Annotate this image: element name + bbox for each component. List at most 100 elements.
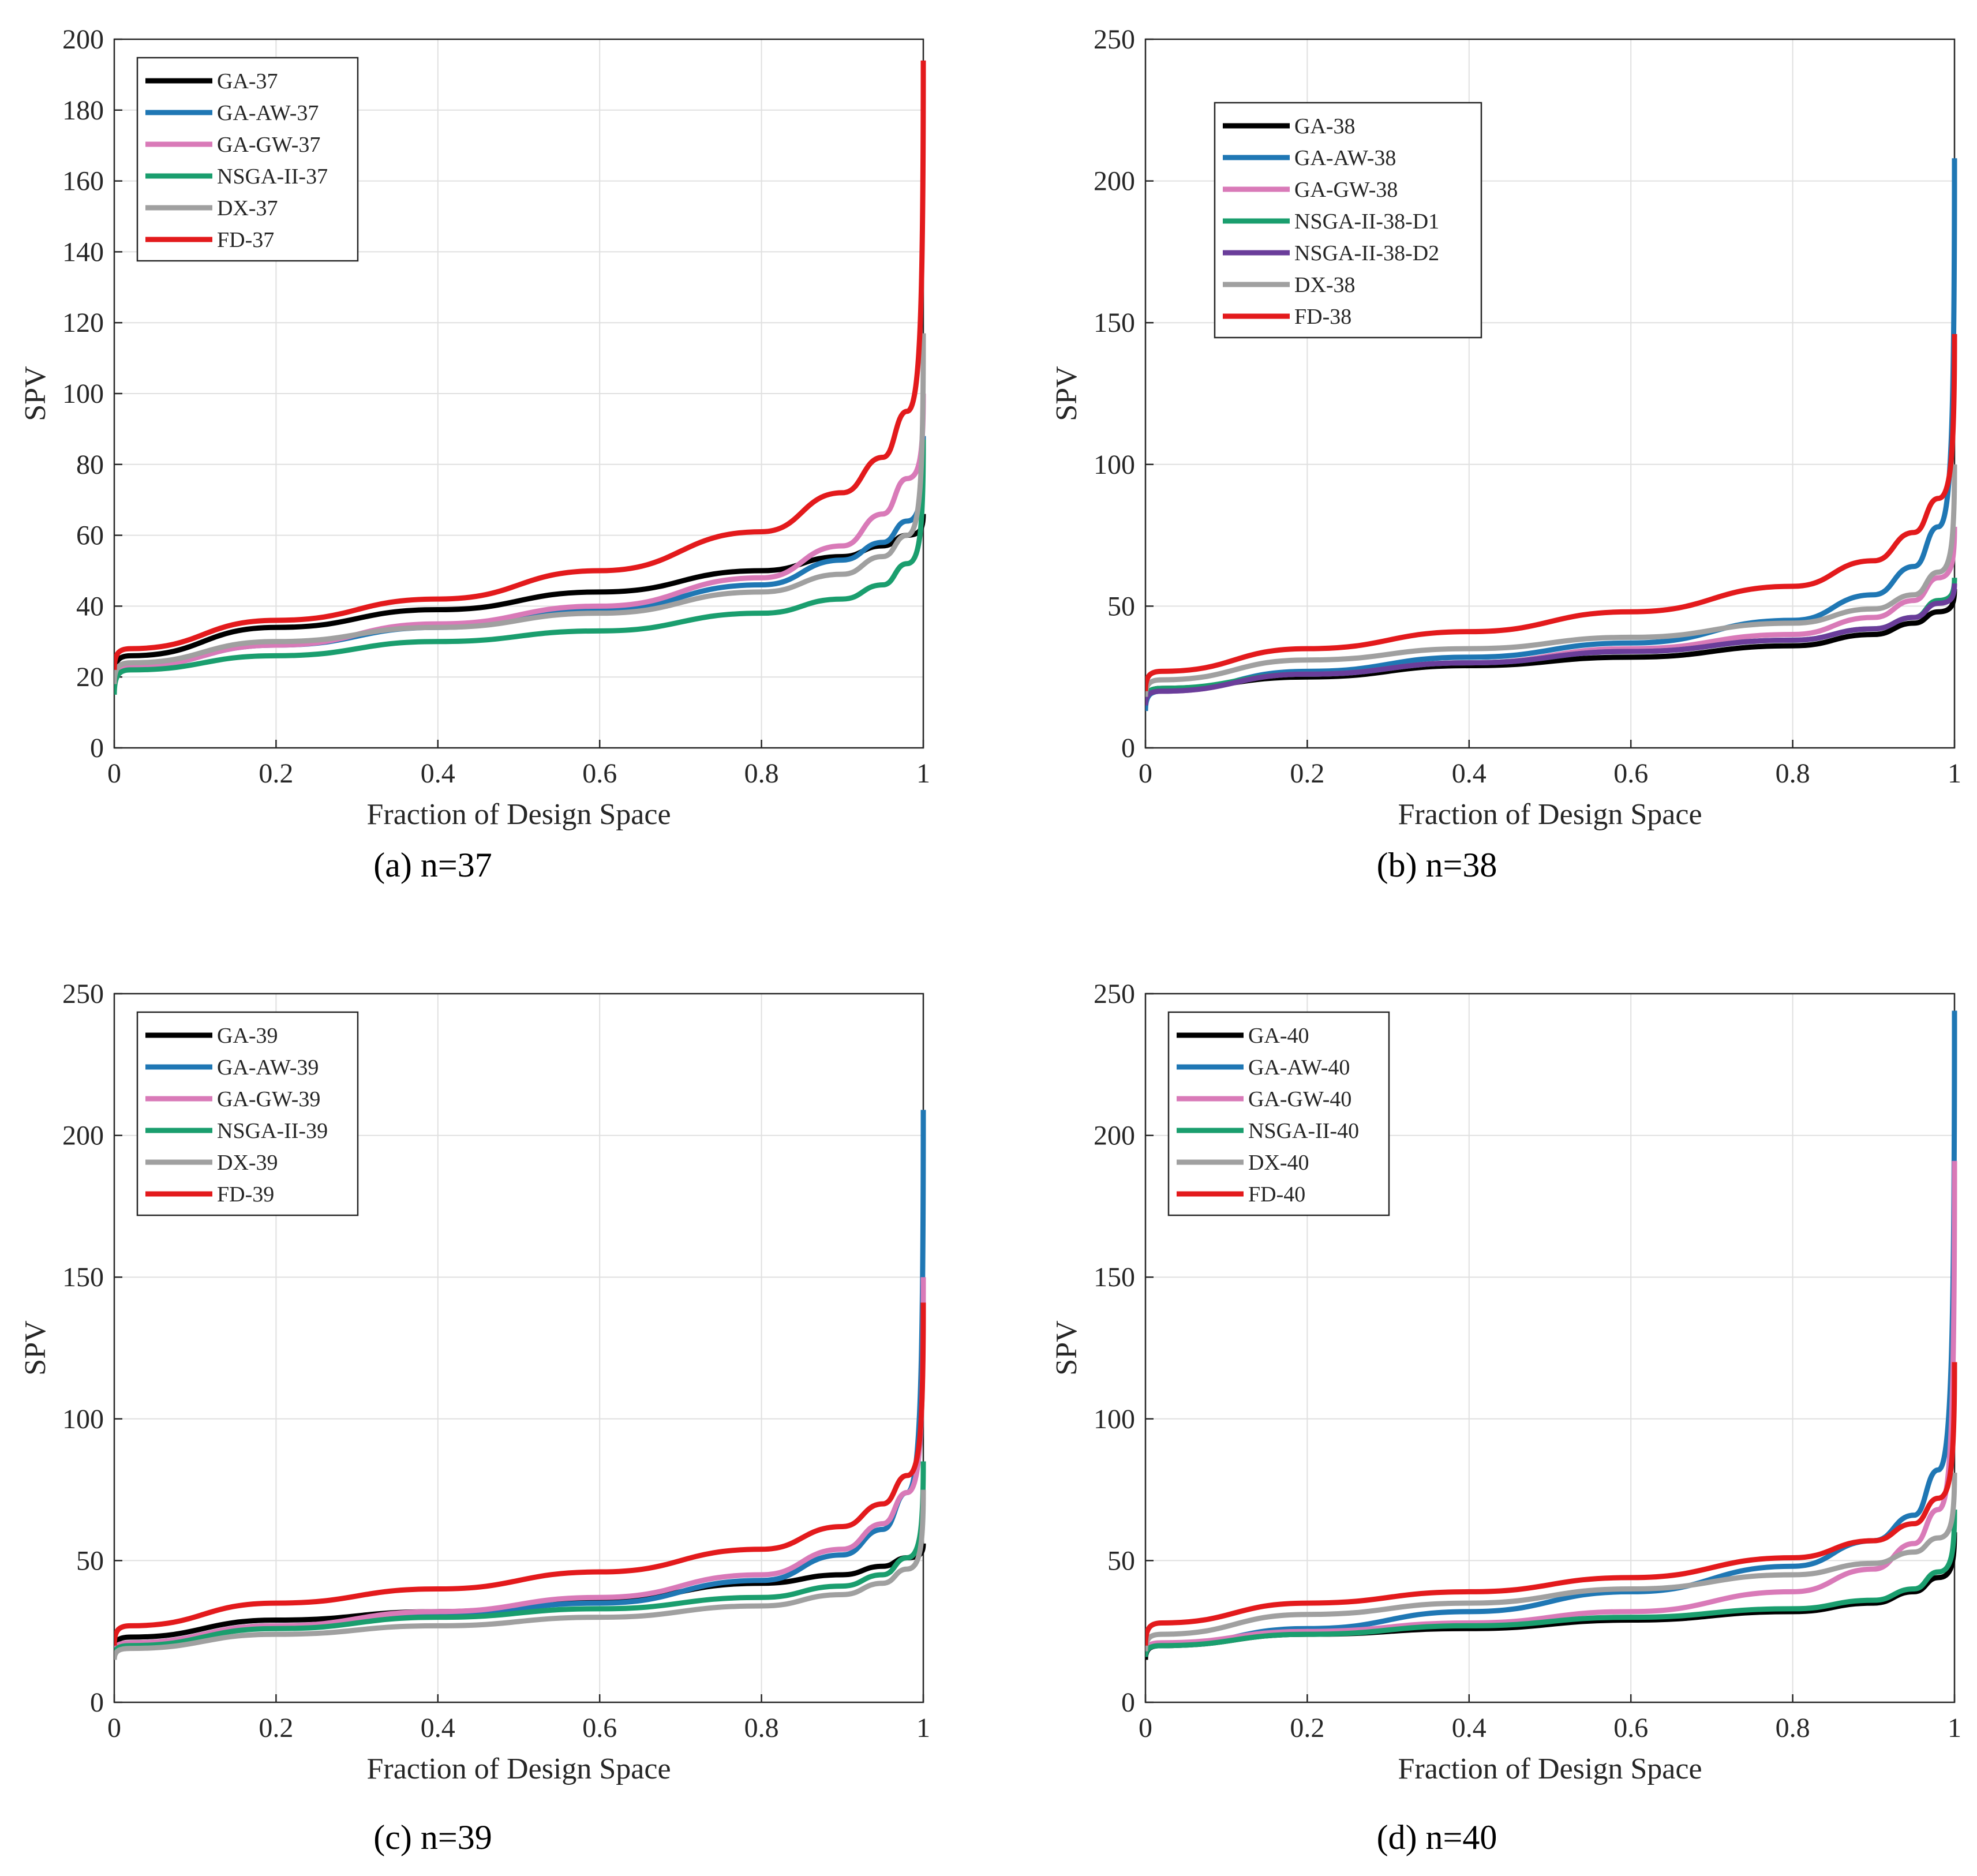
legend-label: GA-AW-37 [217, 101, 319, 125]
legend-label: FD-38 [1294, 305, 1351, 329]
x-axis-label: Fraction of Design Space [1398, 798, 1702, 831]
legend-label: GA-40 [1248, 1024, 1309, 1048]
x-tick-label: 0.6 [1613, 758, 1648, 789]
legend-label: DX-37 [217, 196, 278, 220]
legend-label: GA-GW-39 [217, 1087, 320, 1111]
y-tick-label: 100 [1094, 1404, 1135, 1435]
x-tick-label: 1 [1948, 1713, 1961, 1743]
y-tick-label: 0 [1121, 1687, 1135, 1718]
chart-d-group: 0 0.2 0.4 0.6 0.8 1 0 50 100 150 200 250 Fraction of… [1050, 979, 1961, 1785]
series-line-ga-39 [114, 1543, 926, 1652]
x-tick-label: 0.8 [744, 1713, 779, 1743]
legend-label: GA-AW-40 [1248, 1055, 1350, 1080]
series-line-fd-37 [114, 60, 926, 671]
chart-b-group: 0 0.2 0.4 0.6 0.8 1 0 50 100 150 200 250 Fraction of… [1050, 24, 1961, 831]
y-tick-label: 0 [90, 733, 104, 763]
x-tick-label: 0.6 [582, 1713, 617, 1743]
x-tick-label: 0.2 [259, 758, 293, 789]
series-line-dx-37 [114, 333, 926, 684]
x-tick-label: 0.8 [744, 758, 779, 789]
series-line-fd-39 [114, 1302, 926, 1646]
y-tick-label: 200 [1094, 1121, 1135, 1151]
y-tick-label: 100 [62, 379, 104, 409]
y-tick-label: 50 [1107, 1545, 1135, 1576]
x-tick-label: 0.2 [1290, 758, 1324, 789]
y-tick-label: 80 [76, 450, 104, 480]
series-line-ga-37 [114, 514, 926, 677]
legend-label: NSGA-II-38-D2 [1294, 241, 1439, 265]
legend-box [136, 1011, 359, 1216]
caption-a: (a) n=37 [373, 846, 492, 884]
legend-label: FD-37 [217, 228, 274, 252]
series-line-nsga-ii-39 [114, 1461, 926, 1657]
y-tick-label: 50 [76, 1545, 104, 1576]
y-tick-label: 250 [1094, 979, 1135, 1009]
x-tick-label: 0.6 [1613, 1713, 1648, 1743]
series-line-dx-40 [1145, 1473, 1957, 1652]
y-tick-label: 200 [62, 24, 104, 55]
y-tick-label: 250 [62, 979, 104, 1009]
series-line-dx-38 [1145, 464, 1957, 697]
y-tick-label: 150 [62, 1262, 104, 1293]
x-axis-label: Fraction of Design Space [366, 1753, 671, 1785]
series-line-ga-gw-40 [1145, 1160, 1957, 1654]
caption-b: (b) n=38 [1376, 846, 1497, 884]
legend-label: DX-40 [1248, 1151, 1309, 1175]
series-line-nsga-ii-40 [1145, 1509, 1957, 1657]
legend-label: GA-GW-38 [1294, 178, 1398, 202]
y-tick-label: 0 [90, 1687, 104, 1718]
x-tick-label: 0.6 [582, 758, 617, 789]
caption-c: (c) n=39 [373, 1818, 492, 1856]
chart-a-group: 0 0.2 0.4 0.6 0.8 1 0 20 40 60 80 100 120 140 160 180 20… [19, 24, 930, 831]
x-tick-label: 1 [916, 758, 930, 789]
legend-label: GA-GW-40 [1248, 1087, 1351, 1111]
y-tick-label: 60 [76, 521, 104, 551]
legend-label: NSGA-II-37 [217, 164, 328, 189]
x-tick-label: 0.2 [259, 1713, 293, 1743]
legend-label: NSGA-II-40 [1248, 1119, 1359, 1143]
y-tick-label: 20 [76, 662, 104, 692]
series-line-ga-gw-37 [114, 393, 926, 684]
legend-label: FD-39 [217, 1182, 274, 1207]
x-tick-label: 0 [107, 758, 121, 789]
series-line-ga-gw-39 [114, 1277, 926, 1654]
y-tick-label: 160 [62, 166, 104, 197]
legend-label: NSGA-II-38-D1 [1294, 209, 1439, 234]
x-tick-label: 0 [1139, 758, 1152, 789]
legend-label: DX-38 [1294, 273, 1356, 297]
y-tick-label: 100 [1094, 450, 1135, 480]
y-axis-label: SPV [1050, 366, 1083, 421]
x-tick-label: 1 [916, 1713, 930, 1743]
series-line-dx-39 [114, 1489, 926, 1660]
y-tick-label: 200 [62, 1121, 104, 1151]
y-tick-label: 150 [1094, 1262, 1135, 1293]
legend-label: GA-AW-39 [217, 1055, 319, 1080]
legend-box [136, 57, 359, 262]
legend-label: GA-38 [1294, 114, 1356, 138]
y-axis-label: SPV [19, 1320, 52, 1375]
y-tick-label: 50 [1107, 591, 1135, 621]
legend-label: GA-37 [217, 69, 278, 93]
x-tick-label: 0.2 [1290, 1713, 1324, 1743]
y-tick-label: 200 [1094, 166, 1135, 197]
legend-label: DX-39 [217, 1151, 278, 1175]
legend-label: FD-40 [1248, 1182, 1305, 1207]
legend-box [1167, 1011, 1390, 1216]
caption-d: (d) n=40 [1376, 1818, 1497, 1856]
x-tick-label: 0.4 [1452, 1713, 1487, 1743]
legend-label: GA-AW-38 [1294, 146, 1396, 170]
x-tick-label: 0 [107, 1713, 121, 1743]
x-tick-label: 0.8 [1776, 758, 1810, 789]
x-tick-label: 0.4 [1452, 758, 1487, 789]
series-line-fd-40 [1145, 1362, 1957, 1646]
y-tick-label: 0 [1121, 733, 1135, 763]
legend-label: GA-GW-37 [217, 133, 320, 157]
chart-c-group: 0 0.2 0.4 0.6 0.8 1 0 50 100 150 200 250 Fraction of… [19, 979, 930, 1785]
x-tick-label: 0 [1139, 1713, 1152, 1743]
series-line-ga-aw-40 [1145, 1010, 1957, 1657]
series-line-nsga-ii-38-d2 [1145, 583, 1957, 706]
y-axis-label: SPV [1050, 1320, 1083, 1375]
series-line-nsga-ii-37 [114, 439, 926, 695]
